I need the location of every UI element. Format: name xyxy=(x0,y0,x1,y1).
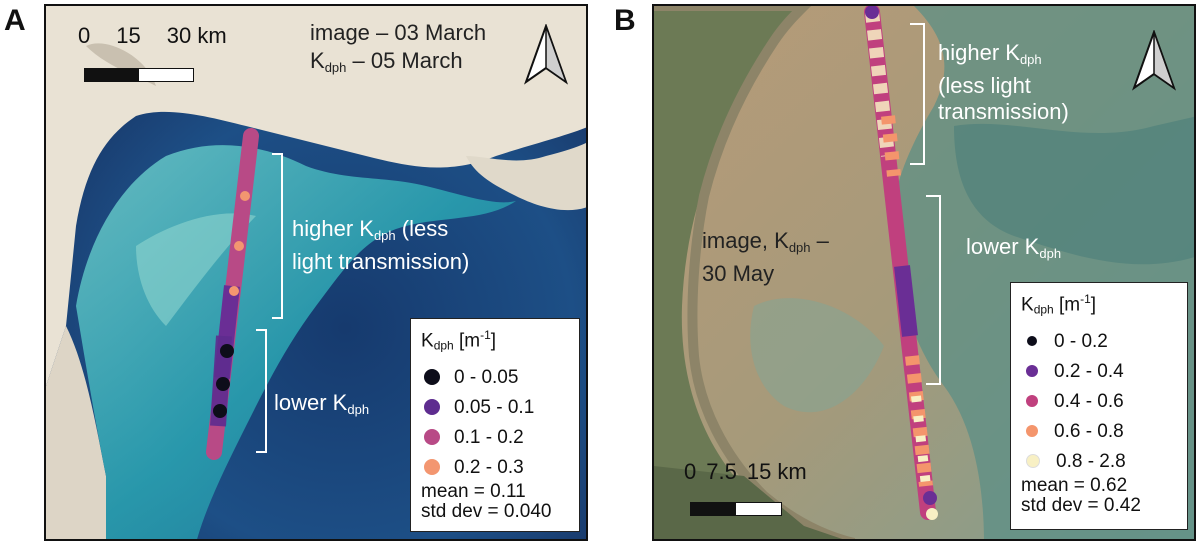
legend-item: 0.2 - 0.3 xyxy=(421,452,569,482)
map-panel-a[interactable]: 0 15 30 km image – 03 March Kdph – 05 Ma… xyxy=(44,4,588,541)
legend-dot xyxy=(1026,365,1038,378)
scale-label: 15 xyxy=(116,23,141,48)
legend-title: Kdph [m-1] xyxy=(421,328,497,353)
panel-label-b: B xyxy=(614,4,636,37)
legend-a: Kdph [m-1] 0 - 0.05 0.05 - 0.1 0.1 - 0.2… xyxy=(410,318,580,532)
scale-bar-b xyxy=(690,502,782,516)
panel-label-a: A xyxy=(4,4,26,37)
bracket-lower-a xyxy=(256,329,267,453)
bracket-lower-b xyxy=(926,195,941,385)
legend-item: 0.6 - 0.8 xyxy=(1021,416,1177,446)
scale-label: 0 xyxy=(78,23,91,48)
date-annotation-b: image, Kdph – 30 May xyxy=(702,228,829,286)
north-arrow-icon xyxy=(1132,30,1176,91)
north-arrow-icon xyxy=(524,24,568,85)
legend-item: 0.2 - 0.4 xyxy=(1021,356,1177,386)
lower-kdph-label-a: lower Kdph xyxy=(274,390,370,417)
scale-bar-a xyxy=(84,68,194,82)
bracket-higher-b xyxy=(910,23,925,165)
legend-item: 0.8 - 2.8 xyxy=(1021,446,1177,476)
legend-std-dev: std dev = 0.040 xyxy=(421,501,552,523)
legend-dot xyxy=(1026,454,1040,469)
scale-labels-b: 0 7.5 15 km xyxy=(684,460,807,484)
bracket-higher-a xyxy=(272,153,283,319)
legend-title: Kdph [m-1] xyxy=(1021,292,1097,317)
legend-dot xyxy=(424,429,440,446)
legend-dot xyxy=(424,369,440,386)
scale-labels-a: 0 15 30 km xyxy=(78,24,227,48)
lower-kdph-label-b: lower Kdph xyxy=(966,234,1062,261)
legend-dot xyxy=(1026,425,1038,438)
legend-std-dev: std dev = 0.42 xyxy=(1021,495,1141,517)
legend-item: 0 - 0.05 xyxy=(421,362,569,392)
legend-dot xyxy=(1027,336,1037,347)
legend-item: 0 - 0.2 xyxy=(1021,326,1177,356)
kdph-track-a xyxy=(206,128,259,460)
satellite-image-a xyxy=(46,6,586,539)
legend-b: Kdph [m-1] 0 - 0.2 0.2 - 0.4 0.4 - 0.6 0… xyxy=(1010,282,1188,530)
legend-dot xyxy=(1026,395,1038,408)
scale-label: 30 km xyxy=(166,23,227,48)
higher-kdph-label-b: higher Kdph (less light transmission) xyxy=(938,40,1069,124)
scale-label: 7.5 xyxy=(706,459,737,484)
legend-item: 0.05 - 0.1 xyxy=(421,392,569,422)
legend-dot xyxy=(424,399,440,416)
map-panel-b[interactable]: higher Kdph (less light transmission) lo… xyxy=(652,4,1196,541)
legend-mean: mean = 0.11 xyxy=(421,481,526,503)
date-annotation-a: image – 03 March Kdph – 05 March xyxy=(310,20,487,75)
legend-dot xyxy=(424,459,440,476)
legend-mean: mean = 0.62 xyxy=(1021,475,1128,497)
legend-item: 0.1 - 0.2 xyxy=(421,422,569,452)
higher-kdph-label-a: higher Kdph (less light transmission) xyxy=(292,216,470,274)
legend-item: 0.4 - 0.6 xyxy=(1021,386,1177,416)
scale-label: 15 km xyxy=(746,459,807,484)
kdph-track-b xyxy=(864,6,938,520)
scale-label: 0 xyxy=(684,459,697,484)
